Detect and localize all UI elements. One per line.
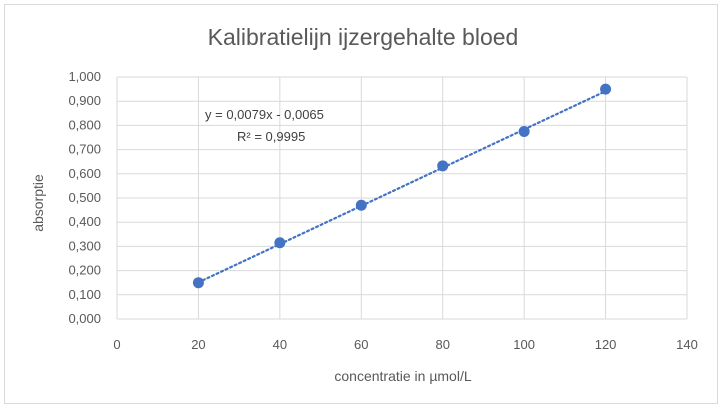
grid-lines <box>116 76 688 320</box>
x-tick-label: 0 <box>113 337 120 352</box>
x-tick-label: 20 <box>191 337 205 352</box>
linear-trendline <box>197 90 607 284</box>
y-tick-label: 0,100 <box>68 287 101 302</box>
y-tick-label: 0,700 <box>68 142 101 157</box>
x-tick-label: 140 <box>676 337 698 352</box>
y-tick-label: 0,300 <box>68 238 101 253</box>
data-point <box>518 125 530 137</box>
x-tick-label: 60 <box>354 337 368 352</box>
x-tick-label: 40 <box>273 337 287 352</box>
x-axis-ticks: 0 20 40 60 80 100 120 140 <box>113 337 697 352</box>
chart-svg: Kalibratielijn ijzergehalte bloed 0,0000… <box>30 24 698 384</box>
data-point <box>274 237 286 249</box>
y-axis-ticks: 0,000 0,100 0,200 0,300 0,400 0,500 0,600 0,700… <box>68 69 101 326</box>
data-point <box>600 83 612 95</box>
y-tick-label: 1,000 <box>68 69 101 84</box>
data-point <box>437 160 449 172</box>
y-tick-label: 0,000 <box>68 311 101 326</box>
x-axis-label: concentratie in µmol/L <box>334 368 471 384</box>
trendline-group <box>197 90 607 284</box>
y-tick-label: 0,900 <box>68 93 101 108</box>
data-points <box>192 83 612 289</box>
trendline-r2: R² = 0,9995 <box>237 129 305 144</box>
trendline-equation: y = 0,0079x - 0,0065 <box>205 107 324 122</box>
y-tick-label: 0,200 <box>68 263 101 278</box>
y-tick-label: 0,400 <box>68 214 101 229</box>
data-point <box>192 277 204 289</box>
x-tick-label: 120 <box>595 337 617 352</box>
y-tick-label: 0,500 <box>68 190 101 205</box>
y-axis-label: absorptie <box>30 174 46 232</box>
data-point <box>355 199 367 211</box>
y-tick-label: 0,800 <box>68 117 101 132</box>
y-tick-label: 0,600 <box>68 166 101 181</box>
x-tick-label: 80 <box>435 337 449 352</box>
chart-title: Kalibratielijn ijzergehalte bloed <box>208 24 519 50</box>
chart-frame: Kalibratielijn ijzergehalte bloed 0,000 0… <box>4 4 718 404</box>
x-tick-label: 100 <box>513 337 535 352</box>
